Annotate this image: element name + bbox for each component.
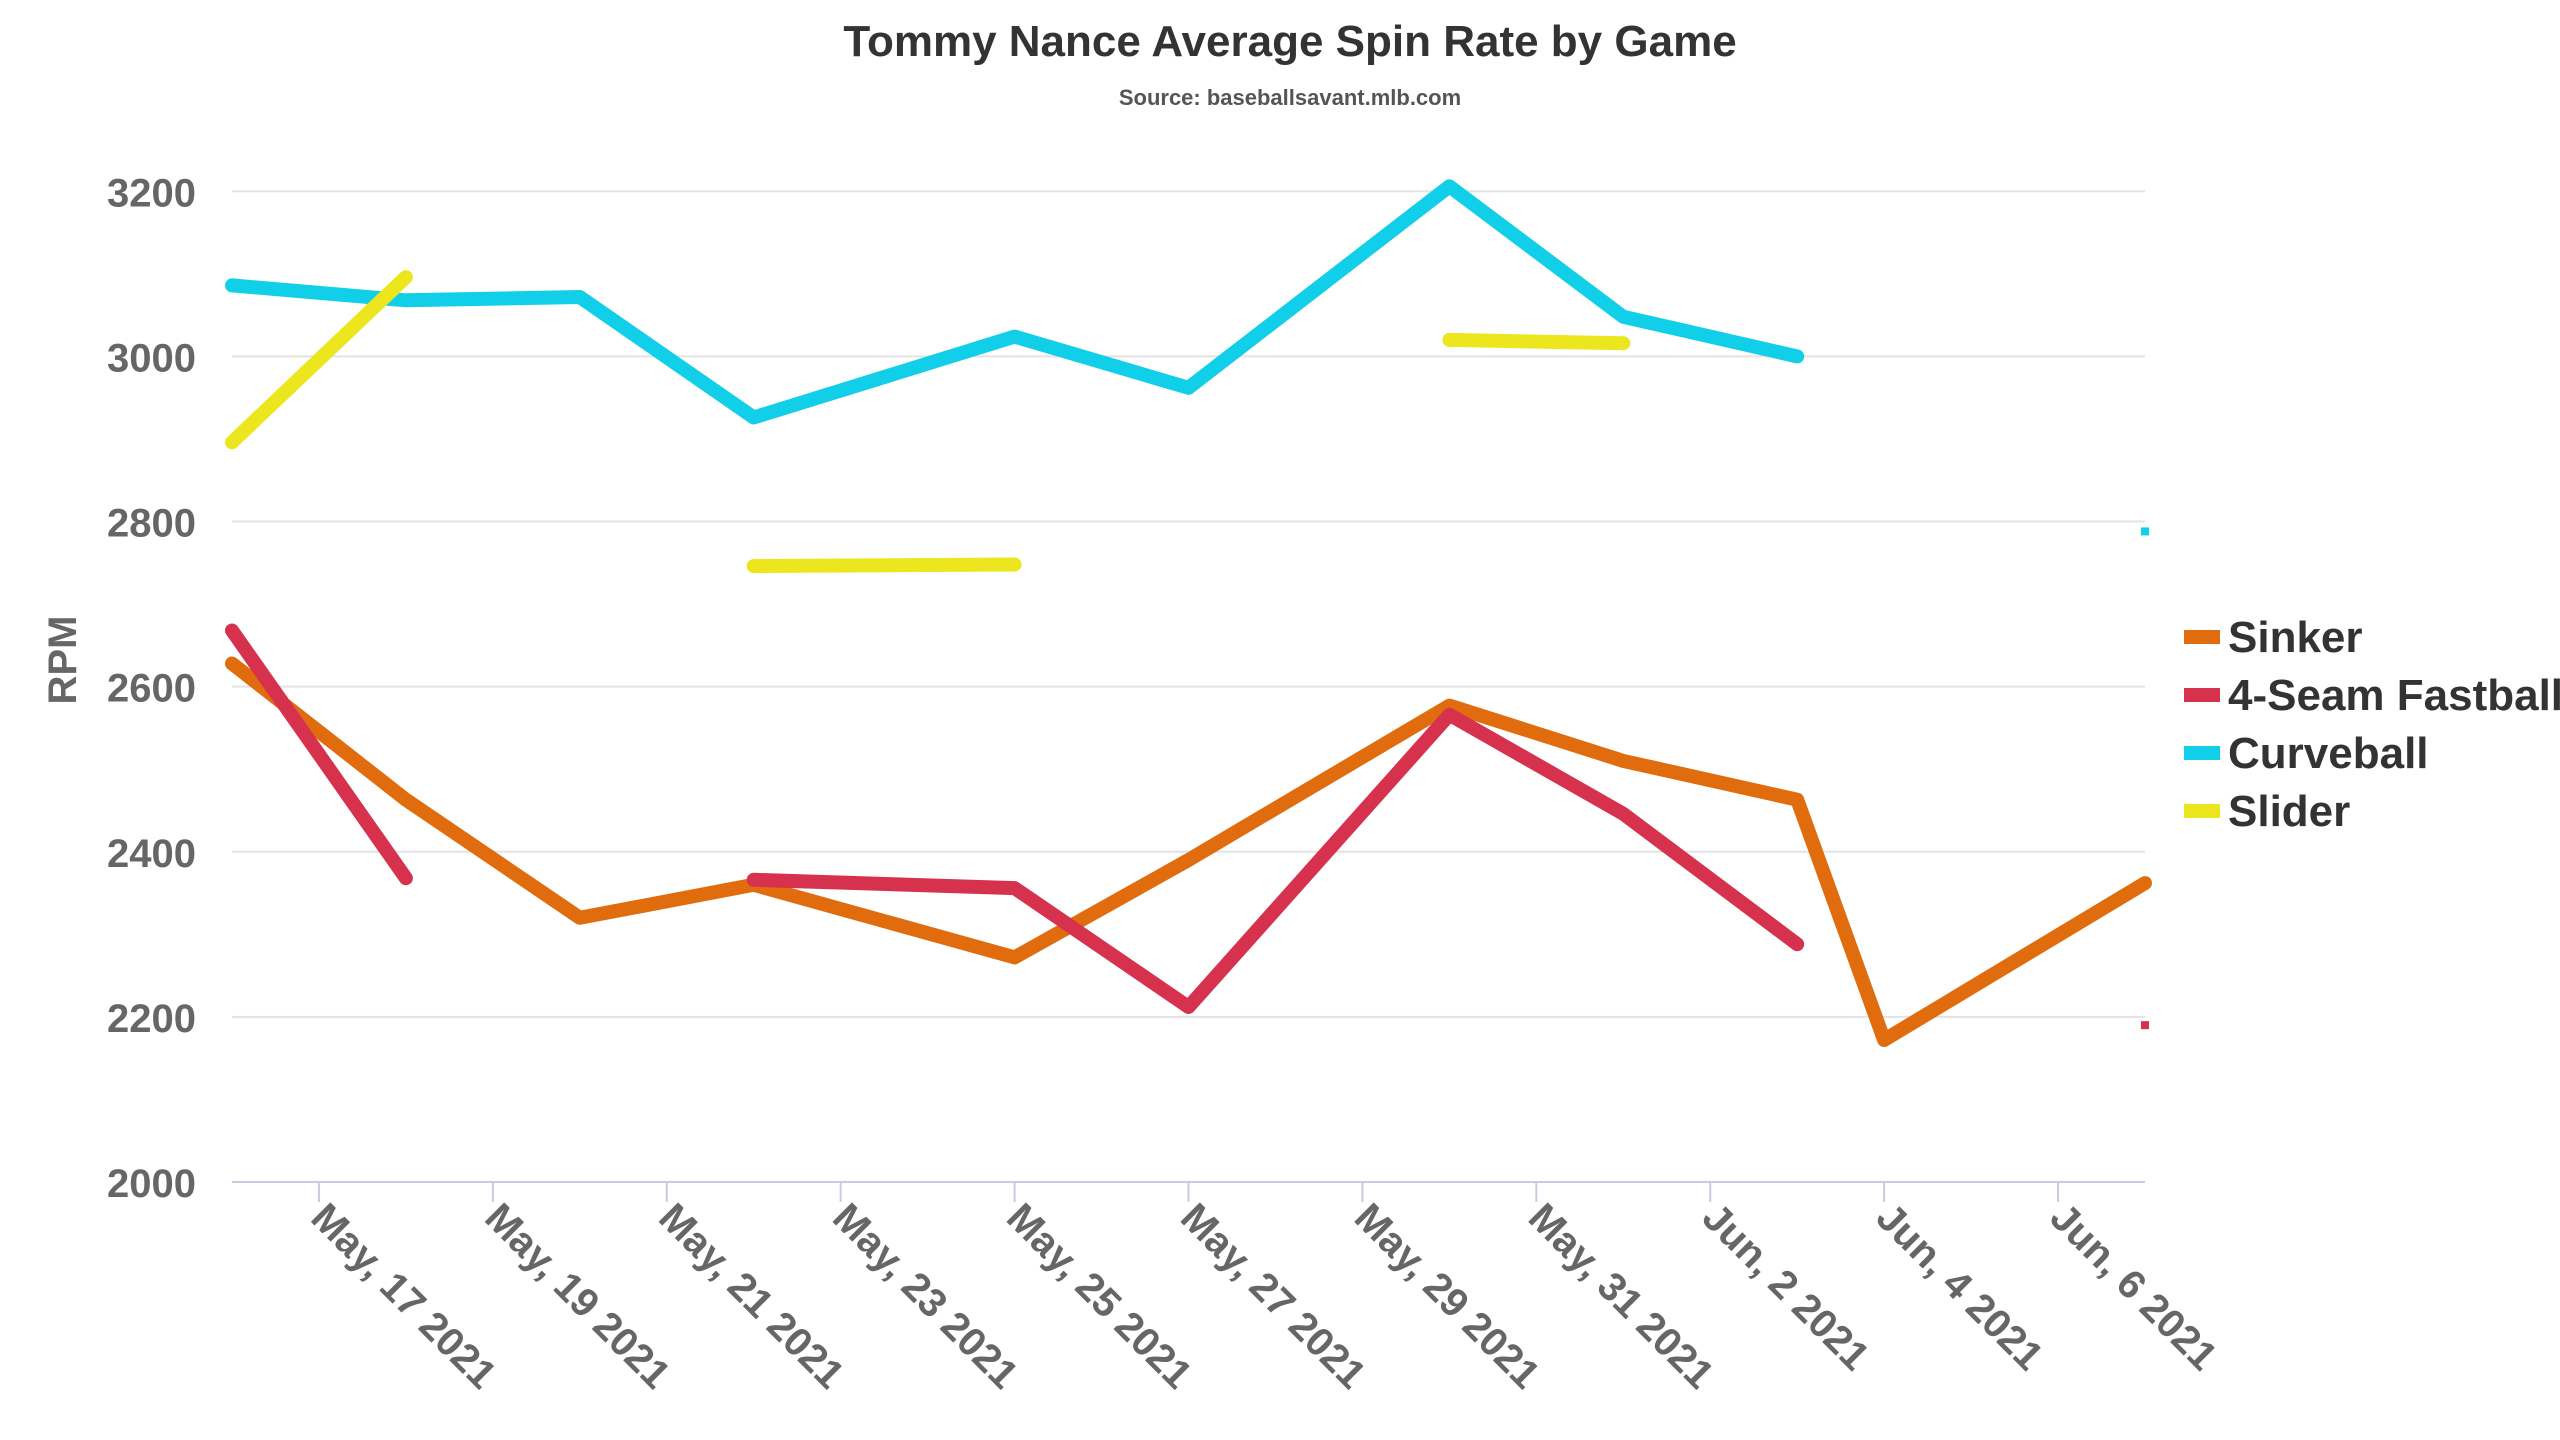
chart-title: Tommy Nance Average Spin Rate by Game (843, 17, 1736, 66)
series-point (2141, 1021, 2149, 1030)
grid-lines (232, 190, 2145, 1018)
y-tick-label: 2600 (107, 667, 196, 711)
x-tick-label: May, 17 2021 (303, 1195, 505, 1397)
legend-label: Curveball (2228, 729, 2429, 778)
x-tick-label: May, 27 2021 (1172, 1195, 1374, 1397)
legend-label: Slider (2228, 787, 2350, 836)
legend-swatch (2184, 746, 2220, 760)
x-tick-label: May, 21 2021 (650, 1195, 852, 1397)
legend-label: 4-Seam Fastball (2228, 671, 2560, 720)
series-line (225, 179, 1805, 425)
x-tick-label: May, 19 2021 (476, 1195, 678, 1397)
y-axis-label: RPM (41, 616, 85, 705)
y-tick-label: 3200 (107, 171, 196, 215)
series-line (225, 656, 2152, 1047)
series-line (746, 557, 1022, 574)
series-line (225, 270, 413, 450)
series-line (1442, 332, 1631, 351)
legend-swatch (2184, 804, 2220, 818)
y-tick-label: 2400 (107, 832, 196, 876)
y-tick-label: 2800 (107, 502, 196, 546)
series-line (225, 623, 413, 886)
x-tick-label: May, 23 2021 (824, 1195, 1026, 1397)
y-tick-label: 2000 (107, 1162, 196, 1206)
x-tick-label: May, 31 2021 (1520, 1195, 1722, 1397)
y-tick-label: 3000 (107, 336, 196, 380)
chart-subtitle: Source: baseballsavant.mlb.com (1119, 85, 1461, 110)
y-tick-label: 2200 (107, 997, 196, 1041)
legend-swatch (2184, 630, 2220, 644)
legend: Sinker 4-Seam Fastball Curveball Slider (2184, 613, 2560, 836)
series-line (746, 707, 1805, 1014)
series-point (2141, 527, 2149, 536)
x-tick-label: Jun, 6 2021 (2042, 1195, 2226, 1379)
x-tick-label: May, 25 2021 (998, 1195, 1200, 1397)
axes: 2000 2200 2400 2600 2800 3000 3200 May, 17 2021… (107, 171, 2225, 1397)
x-tick-label: May, 29 2021 (1346, 1195, 1548, 1397)
legend-swatch (2184, 688, 2220, 702)
x-tick-label: Jun, 4 2021 (1868, 1195, 2052, 1379)
legend-label: Sinker (2228, 613, 2363, 662)
x-tick-label: Jun, 2 2021 (1694, 1195, 1878, 1379)
series-lines (225, 179, 2152, 1047)
